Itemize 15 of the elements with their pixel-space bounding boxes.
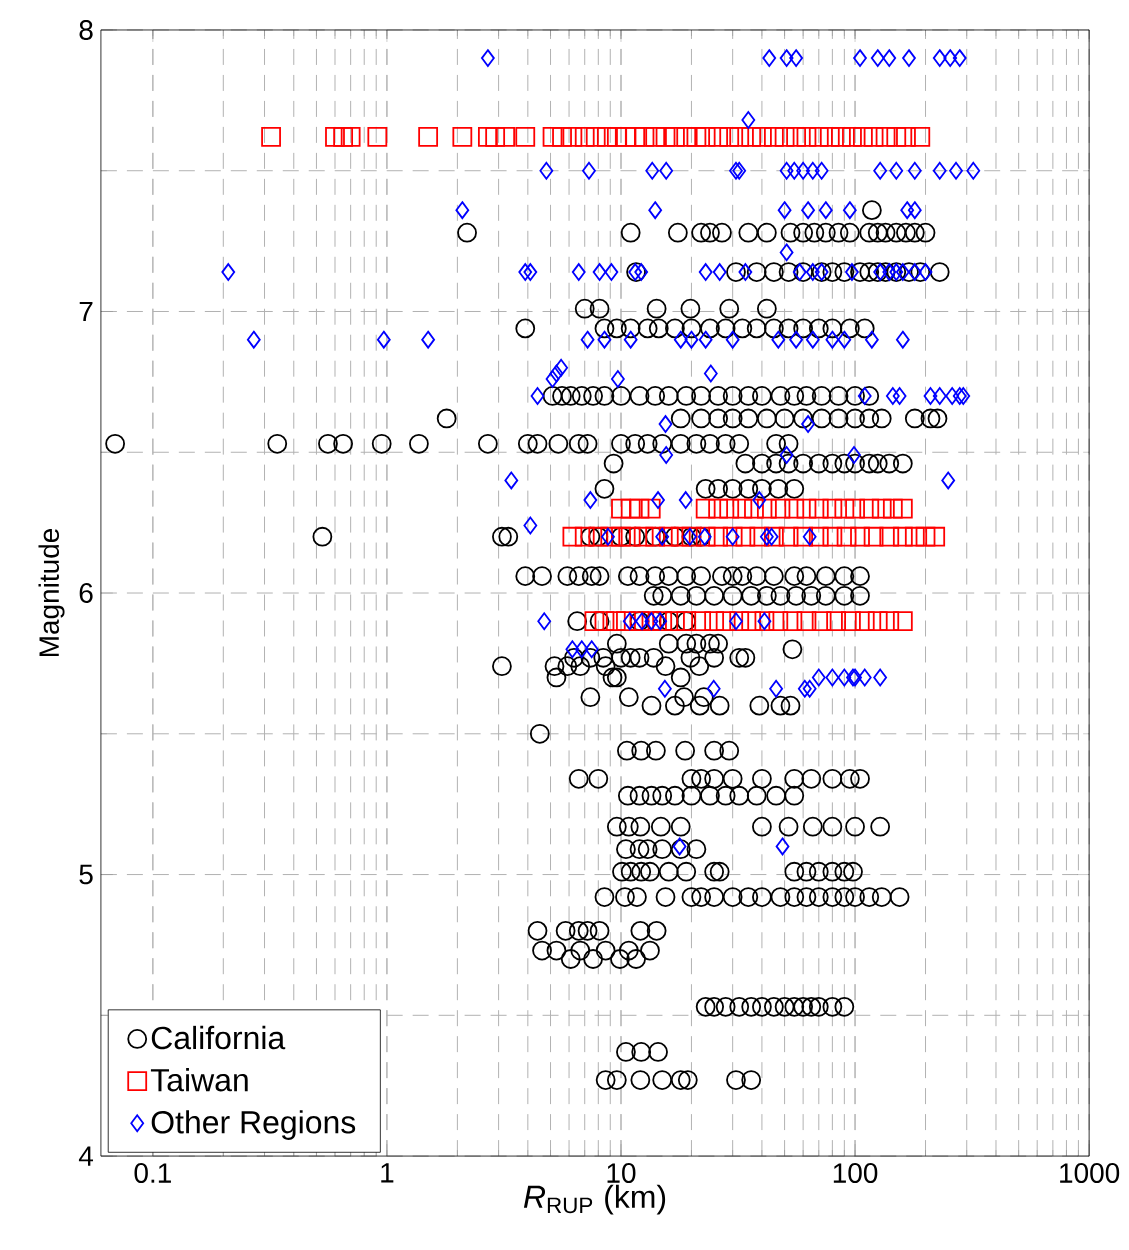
x-tick-label: 1: [381, 1163, 394, 1183]
y-tick-label: 5: [79, 864, 93, 885]
legend-label: Taiwan: [150, 1067, 248, 1092]
x-tick-label: 100: [833, 1163, 878, 1183]
x-tick-label: 10: [607, 1163, 636, 1183]
legend-label: Other Regions: [151, 1110, 356, 1140]
x-tick-label: 1000: [1060, 1163, 1120, 1183]
x-axis-title: R$_{RUP}$ (km): [523, 1184, 666, 1215]
x-tick-label: 0.1: [134, 1163, 171, 1183]
y-tick-label: 4: [78, 1146, 93, 1166]
y-axis-title: Magnitude: [38, 528, 65, 657]
y-tick-label: 6: [79, 583, 93, 603]
y-tick-label: 8: [79, 20, 93, 40]
y-tick-label: 7: [79, 301, 93, 322]
legend-label: California: [151, 1025, 286, 1050]
